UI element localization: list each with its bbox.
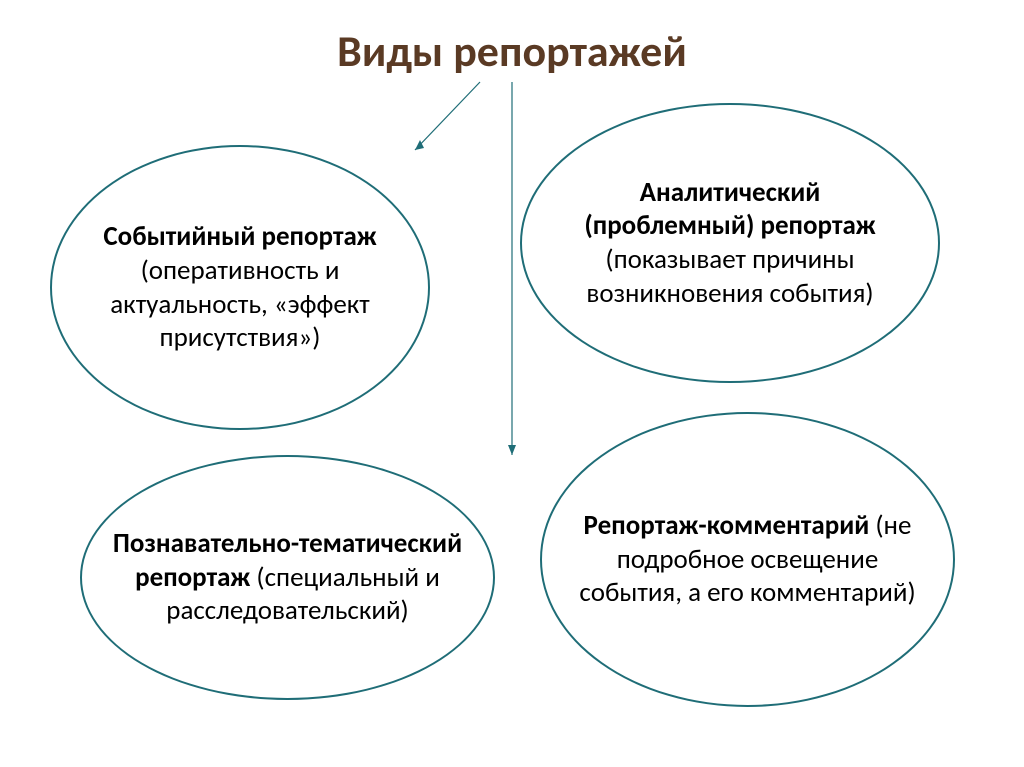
ellipse-commentary: Репортаж-комментарий (не подробное освещ… [540,412,955,707]
ellipse-cognitive: Познавательно-тематический репортаж (спе… [80,455,495,700]
ellipse-event: Событийный репортаж (оперативность и акт… [50,145,430,430]
ellipse-analytical: Аналитический (проблемный) репортаж (пок… [520,103,940,383]
ellipse-event-text: Событийный репортаж (оперативность и акт… [82,220,398,355]
ellipse-cognitive-text: Познавательно-тематический репортаж (спе… [112,527,463,628]
ellipse-commentary-text: Репортаж-комментарий (не подробное освещ… [572,509,923,610]
ellipse-analytical-text: Аналитический (проблемный) репортаж (пок… [552,176,908,311]
